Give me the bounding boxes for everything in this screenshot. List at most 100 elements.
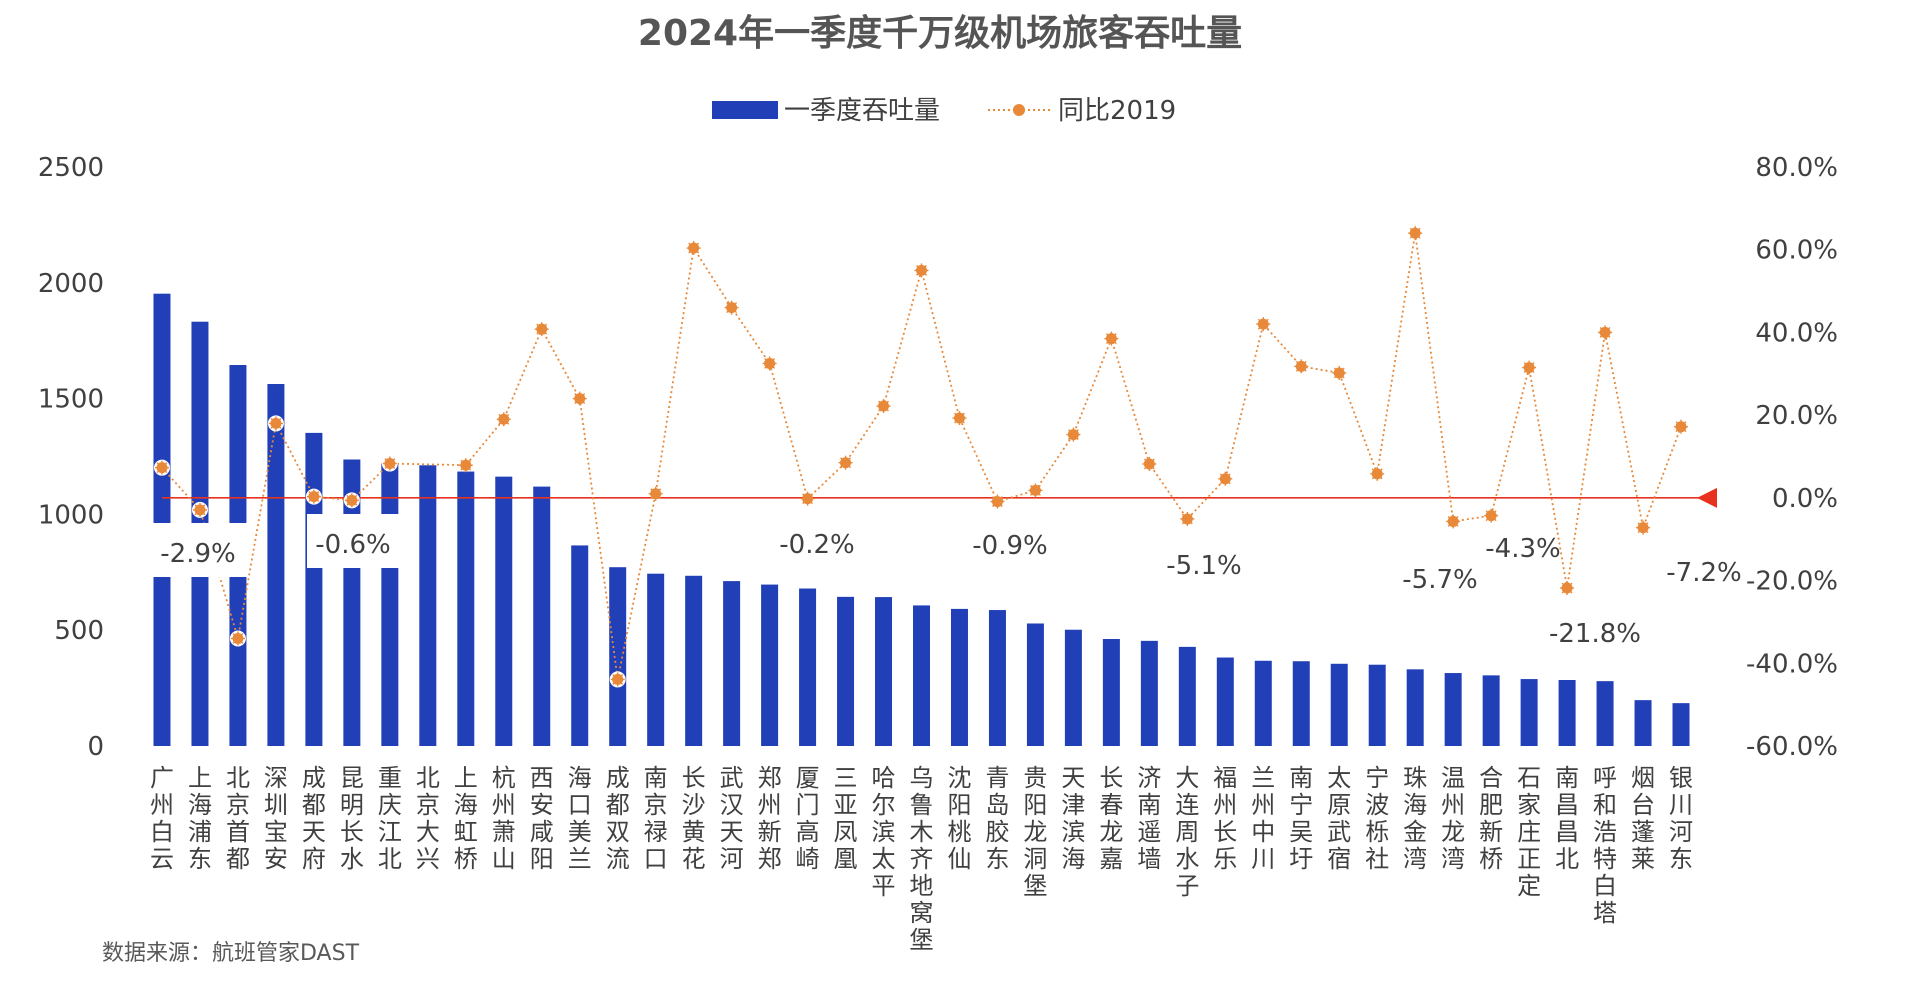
x-tick-label: 济南遥墙: [1137, 764, 1161, 873]
y-left-tick-label: 500: [54, 616, 104, 646]
bar: [571, 545, 589, 746]
x-tick-label: 广州白云: [150, 764, 174, 873]
annotation-label: -0.2%: [779, 530, 854, 560]
x-tick-label: 大连周水子: [1175, 764, 1199, 900]
x-tick-label: 厦门高崎: [796, 764, 820, 873]
x-tick-label: 西安咸阳: [530, 764, 554, 873]
x-tick-label: 温州龙湾: [1441, 764, 1465, 873]
line-point: [914, 263, 929, 278]
legend-label-line: 同比2019: [1058, 96, 1176, 126]
line-point: [952, 411, 967, 426]
line-point: [648, 486, 663, 501]
line-point: [876, 399, 891, 414]
x-tick-label: 青岛胶东: [985, 764, 1009, 873]
annotation-label: -4.3%: [1485, 534, 1560, 564]
x-tick-label: 贵阳龙洞堡: [1023, 764, 1047, 900]
y-right-tick-label: -20.0%: [1746, 567, 1838, 597]
y-right-tick-label: 80.0%: [1755, 153, 1838, 183]
bar: [913, 605, 930, 746]
bar: [647, 573, 665, 746]
y-left-tick-label: 1000: [38, 500, 104, 530]
annotation-label: -21.8%: [1549, 619, 1641, 649]
line-point: [1408, 226, 1423, 241]
bar: [305, 432, 323, 746]
zero-reference-line: [161, 487, 1717, 508]
bar: [495, 476, 513, 746]
x-tick-label: 珠海金湾: [1403, 764, 1427, 873]
line-point: [381, 455, 398, 472]
x-tick-label: 三亚凤凰: [834, 764, 858, 873]
legend-line-marker: [1013, 104, 1025, 116]
line-point: [1636, 520, 1651, 535]
bar: [1368, 664, 1386, 746]
line-point: [990, 494, 1005, 509]
y-left-tick-label: 1500: [38, 385, 104, 415]
bar: [1140, 640, 1158, 746]
x-tick-label: 重庆江北: [378, 764, 402, 873]
bar: [533, 486, 551, 746]
bar: [875, 597, 893, 746]
y-right-tick-label: -40.0%: [1746, 649, 1838, 679]
x-tick-label: 南昌昌北: [1555, 764, 1579, 873]
line-point: [572, 391, 587, 406]
line-point: [1256, 317, 1271, 332]
bar: [685, 575, 703, 746]
line-point: [1028, 483, 1043, 498]
x-tick-label: 太原武宿: [1327, 764, 1351, 873]
x-tick-label: 南宁吴圩: [1289, 764, 1313, 873]
bar: [1634, 700, 1652, 746]
x-tick-label: 杭州萧山: [492, 764, 516, 873]
line-point: [305, 488, 322, 505]
line-point: [838, 455, 853, 470]
bar: [1292, 661, 1310, 746]
y-axis-right: -60.0% -40.0% -20.0% 0.0% 20.0% 40.0% 60.0% 80.…: [1746, 153, 1838, 762]
x-tick-label: 南京禄口: [644, 764, 668, 873]
line-point: [1484, 508, 1499, 523]
annotation-label: -5.7%: [1402, 565, 1477, 595]
line-point: [153, 459, 170, 476]
bar: [153, 293, 171, 746]
y-right-tick-label: 60.0%: [1755, 236, 1838, 266]
bar: [267, 384, 285, 746]
line-point: [1560, 581, 1575, 596]
line-point: [496, 412, 511, 427]
x-tick-label: 烟台蓬莱: [1631, 764, 1655, 873]
x-tick-label: 沈阳桃仙: [947, 764, 971, 873]
annotation-label: -7.2%: [1666, 558, 1741, 588]
line-point: [191, 501, 208, 518]
x-tick-label: 宁波栎社: [1365, 764, 1389, 873]
line-point: [762, 356, 777, 371]
legend-label-bar: 一季度吞吐量: [784, 96, 940, 126]
line-point: [267, 415, 284, 432]
x-tick-label: 郑州新郑: [758, 764, 782, 873]
line-point: [800, 491, 815, 506]
bar: [1064, 629, 1082, 746]
annotation-label: -0.9%: [972, 531, 1047, 561]
legend-bar-swatch: [712, 101, 778, 119]
chart-title: 2024年一季度千万级机场旅客吞吐量: [638, 13, 1242, 54]
line-point: [1180, 511, 1195, 526]
bar: [1026, 623, 1044, 746]
bar: [457, 471, 475, 746]
annotations: -2.9% -0.6% -0.2% -0.9% -5.1% -5.7% -4.3% -21.8…: [152, 514, 1742, 649]
x-tick-label: 成都天府: [302, 764, 326, 873]
x-tick-label: 天津滨海: [1061, 764, 1085, 873]
y-right-tick-label: 20.0%: [1755, 401, 1838, 431]
bar: [1406, 669, 1424, 746]
line-point: [724, 300, 739, 315]
bar: [1520, 679, 1538, 746]
y-right-tick-label: 0.0%: [1772, 484, 1838, 514]
bar: [1254, 660, 1272, 746]
x-tick-label: 海口美兰: [568, 764, 592, 873]
source-note: 数据来源：航班管家DAST: [102, 941, 360, 966]
legend: 一季度吞吐量 同比2019: [712, 96, 1176, 126]
x-tick-label: 北京首都: [226, 764, 250, 873]
bar: [1102, 639, 1120, 746]
line-point: [1104, 331, 1119, 346]
line-point: [1522, 360, 1537, 375]
x-tick-label: 上海浦东: [188, 764, 212, 873]
bar: [799, 588, 817, 746]
x-tick-label: 合肥新桥: [1479, 764, 1503, 873]
x-tick-label: 呼和浩特白塔: [1593, 764, 1617, 927]
